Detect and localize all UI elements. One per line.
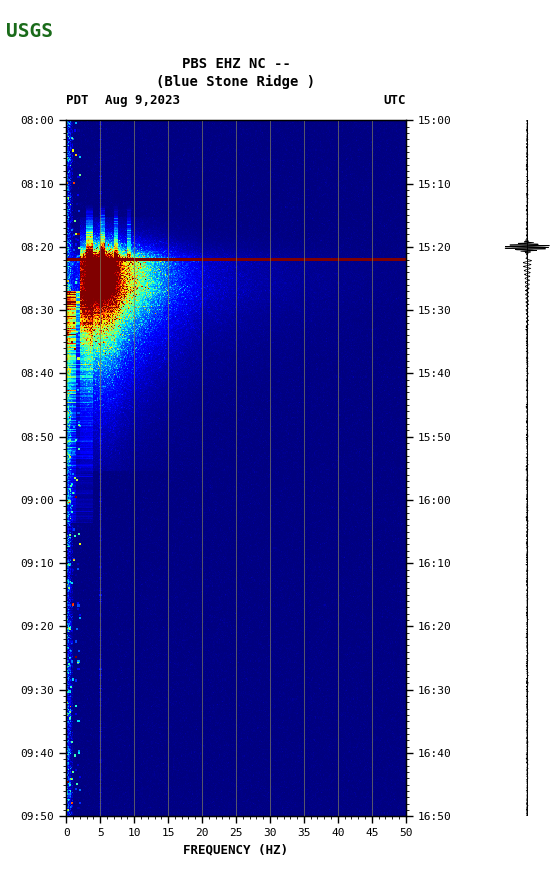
Text: USGS: USGS: [6, 22, 52, 41]
X-axis label: FREQUENCY (HZ): FREQUENCY (HZ): [183, 844, 289, 856]
Text: Aug 9,2023: Aug 9,2023: [105, 94, 180, 107]
Text: UTC: UTC: [383, 94, 406, 107]
Text: (Blue Stone Ridge ): (Blue Stone Ridge ): [156, 75, 316, 89]
Text: PBS EHZ NC --: PBS EHZ NC --: [182, 57, 290, 71]
Text: PDT: PDT: [66, 94, 89, 107]
